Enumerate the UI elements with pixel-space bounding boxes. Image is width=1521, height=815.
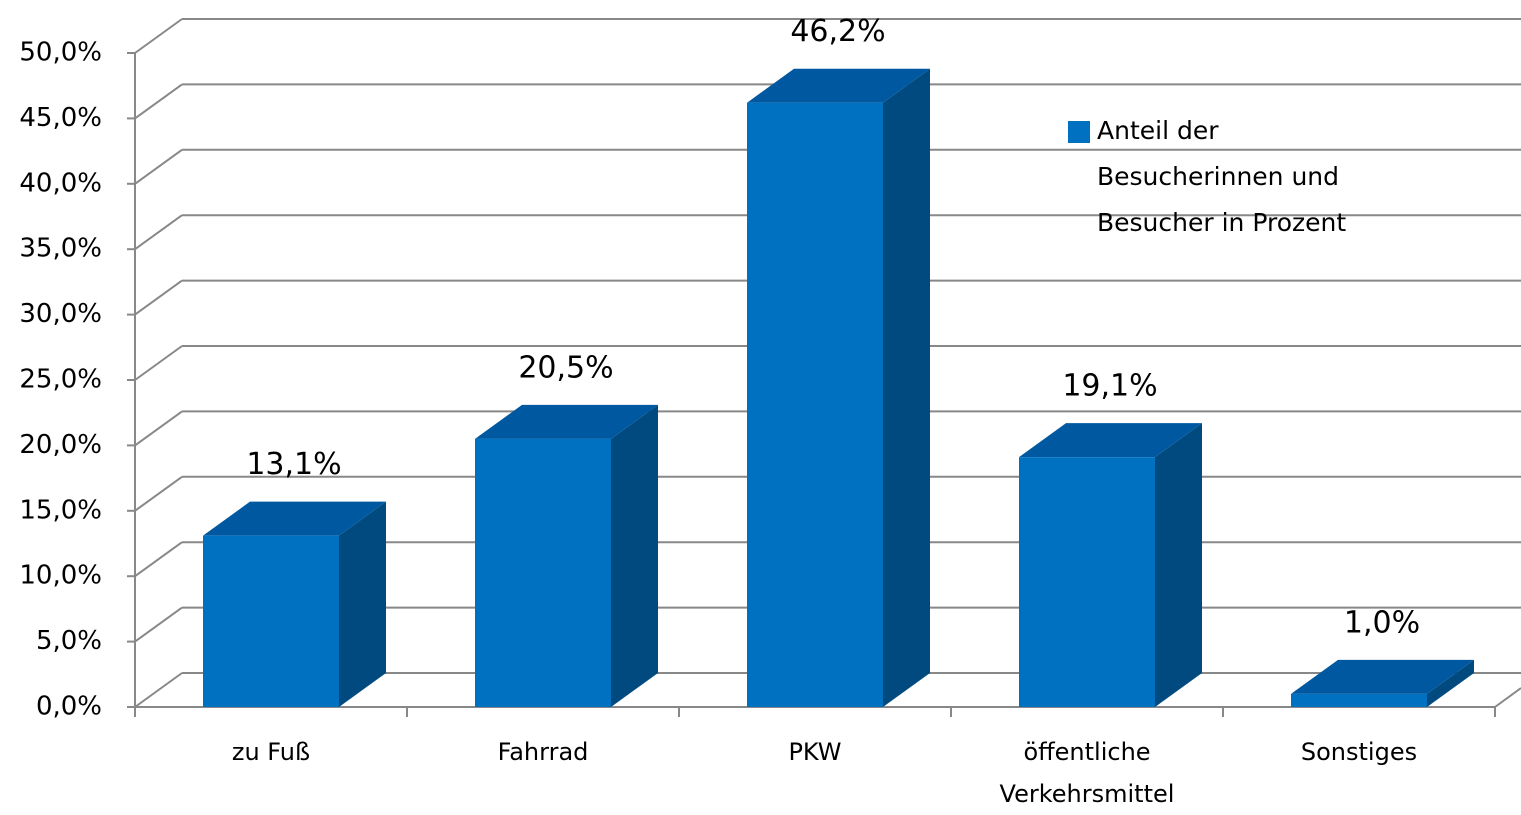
y-tick-label: 45,0%	[19, 103, 102, 133]
bar-side	[1427, 659, 1474, 707]
bar	[203, 535, 339, 707]
floor-edge	[1494, 687, 1521, 708]
y-tick-label: 20,0%	[19, 430, 102, 460]
bar	[1019, 457, 1155, 707]
grid-line	[134, 475, 183, 512]
y-tick-label: 35,0%	[19, 234, 102, 264]
grid-line	[134, 148, 183, 185]
data-label: 20,5%	[518, 350, 613, 385]
y-tick-label: 5,0%	[36, 626, 102, 656]
bar	[1291, 693, 1427, 707]
y-tick-label: 10,0%	[19, 561, 102, 591]
grid-line	[134, 410, 183, 447]
bar-top	[1019, 423, 1202, 458]
bar-top	[1291, 659, 1474, 694]
bar-side	[883, 68, 930, 708]
bar-top	[747, 68, 930, 103]
x-tick-label: zu Fuß	[231, 738, 311, 766]
bar-side	[339, 501, 386, 707]
legend-swatch	[1068, 121, 1090, 143]
bar-side	[611, 404, 658, 707]
data-label: 1,0%	[1344, 605, 1420, 640]
bar-top	[475, 404, 658, 439]
y-tick-label: 25,0%	[19, 365, 102, 395]
grid-line	[134, 18, 183, 54]
grid-line	[134, 606, 183, 643]
x-tick-label: Sonstiges	[1300, 738, 1418, 766]
y-tick-label: 15,0%	[19, 495, 102, 525]
grid-line	[134, 345, 183, 381]
data-label: 13,1%	[246, 447, 341, 482]
bar-top	[203, 501, 386, 536]
bar	[475, 438, 611, 707]
x-tick-label: Fahrrad	[497, 738, 589, 766]
data-label: 19,1%	[1062, 369, 1157, 404]
grid-line	[134, 672, 183, 708]
y-tick-label: 40,0%	[19, 168, 102, 198]
y-tick-label: 0,0%	[36, 692, 102, 722]
y-tick-label: 50,0%	[19, 38, 102, 68]
bar	[747, 102, 883, 708]
x-tick-label: öffentliche Verkehrsmittel	[999, 738, 1175, 808]
grid-line	[134, 214, 183, 251]
data-label: 46,2%	[790, 14, 885, 49]
x-tick-label: PKW	[788, 738, 842, 766]
y-tick-label: 30,0%	[19, 299, 102, 329]
grid-line	[134, 83, 183, 120]
legend-label: Anteil der Besucherinnen und Besucher in…	[1097, 116, 1347, 237]
bar-side	[1155, 423, 1202, 707]
grid-line	[134, 279, 183, 316]
grid-line	[134, 541, 183, 578]
